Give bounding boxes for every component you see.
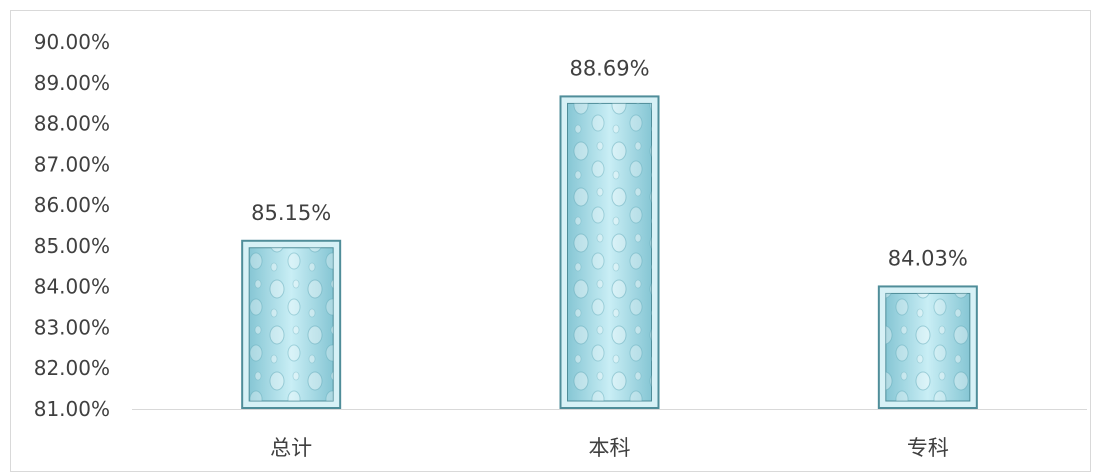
y-tick-label: 86.00% — [34, 193, 110, 217]
bar — [241, 239, 342, 409]
bar-texture — [567, 103, 652, 402]
x-tick-label: 总计 — [270, 436, 312, 460]
x-axis-labels: 总计 本科 专科 — [270, 436, 949, 460]
y-tick-label: 81.00% — [34, 397, 110, 421]
x-tick-label: 专科 — [907, 436, 949, 460]
y-tick-label: 83.00% — [34, 315, 110, 339]
y-axis-ticks: 90.00% 89.00% 88.00% 87.00% 86.00% 85.00% 84.0… — [34, 30, 110, 421]
y-tick-label: 84.00% — [34, 275, 110, 299]
data-label: 88.69% — [569, 56, 649, 80]
y-tick-label: 85.00% — [34, 234, 110, 258]
data-labels: 85.15% 88.69% 84.03% — [251, 56, 968, 270]
bars — [241, 95, 978, 410]
y-tick-label: 87.00% — [34, 152, 110, 176]
y-tick-label: 90.00% — [34, 30, 110, 54]
bar — [877, 285, 978, 409]
y-tick-label: 82.00% — [34, 356, 110, 380]
bar-texture — [249, 247, 334, 401]
bar-texture — [885, 293, 970, 401]
y-tick-label: 89.00% — [34, 71, 110, 95]
y-tick-label: 88.00% — [34, 112, 110, 136]
bar — [559, 95, 660, 410]
x-tick-label: 本科 — [589, 436, 631, 460]
data-label: 85.15% — [251, 201, 331, 225]
data-label: 84.03% — [888, 246, 968, 270]
